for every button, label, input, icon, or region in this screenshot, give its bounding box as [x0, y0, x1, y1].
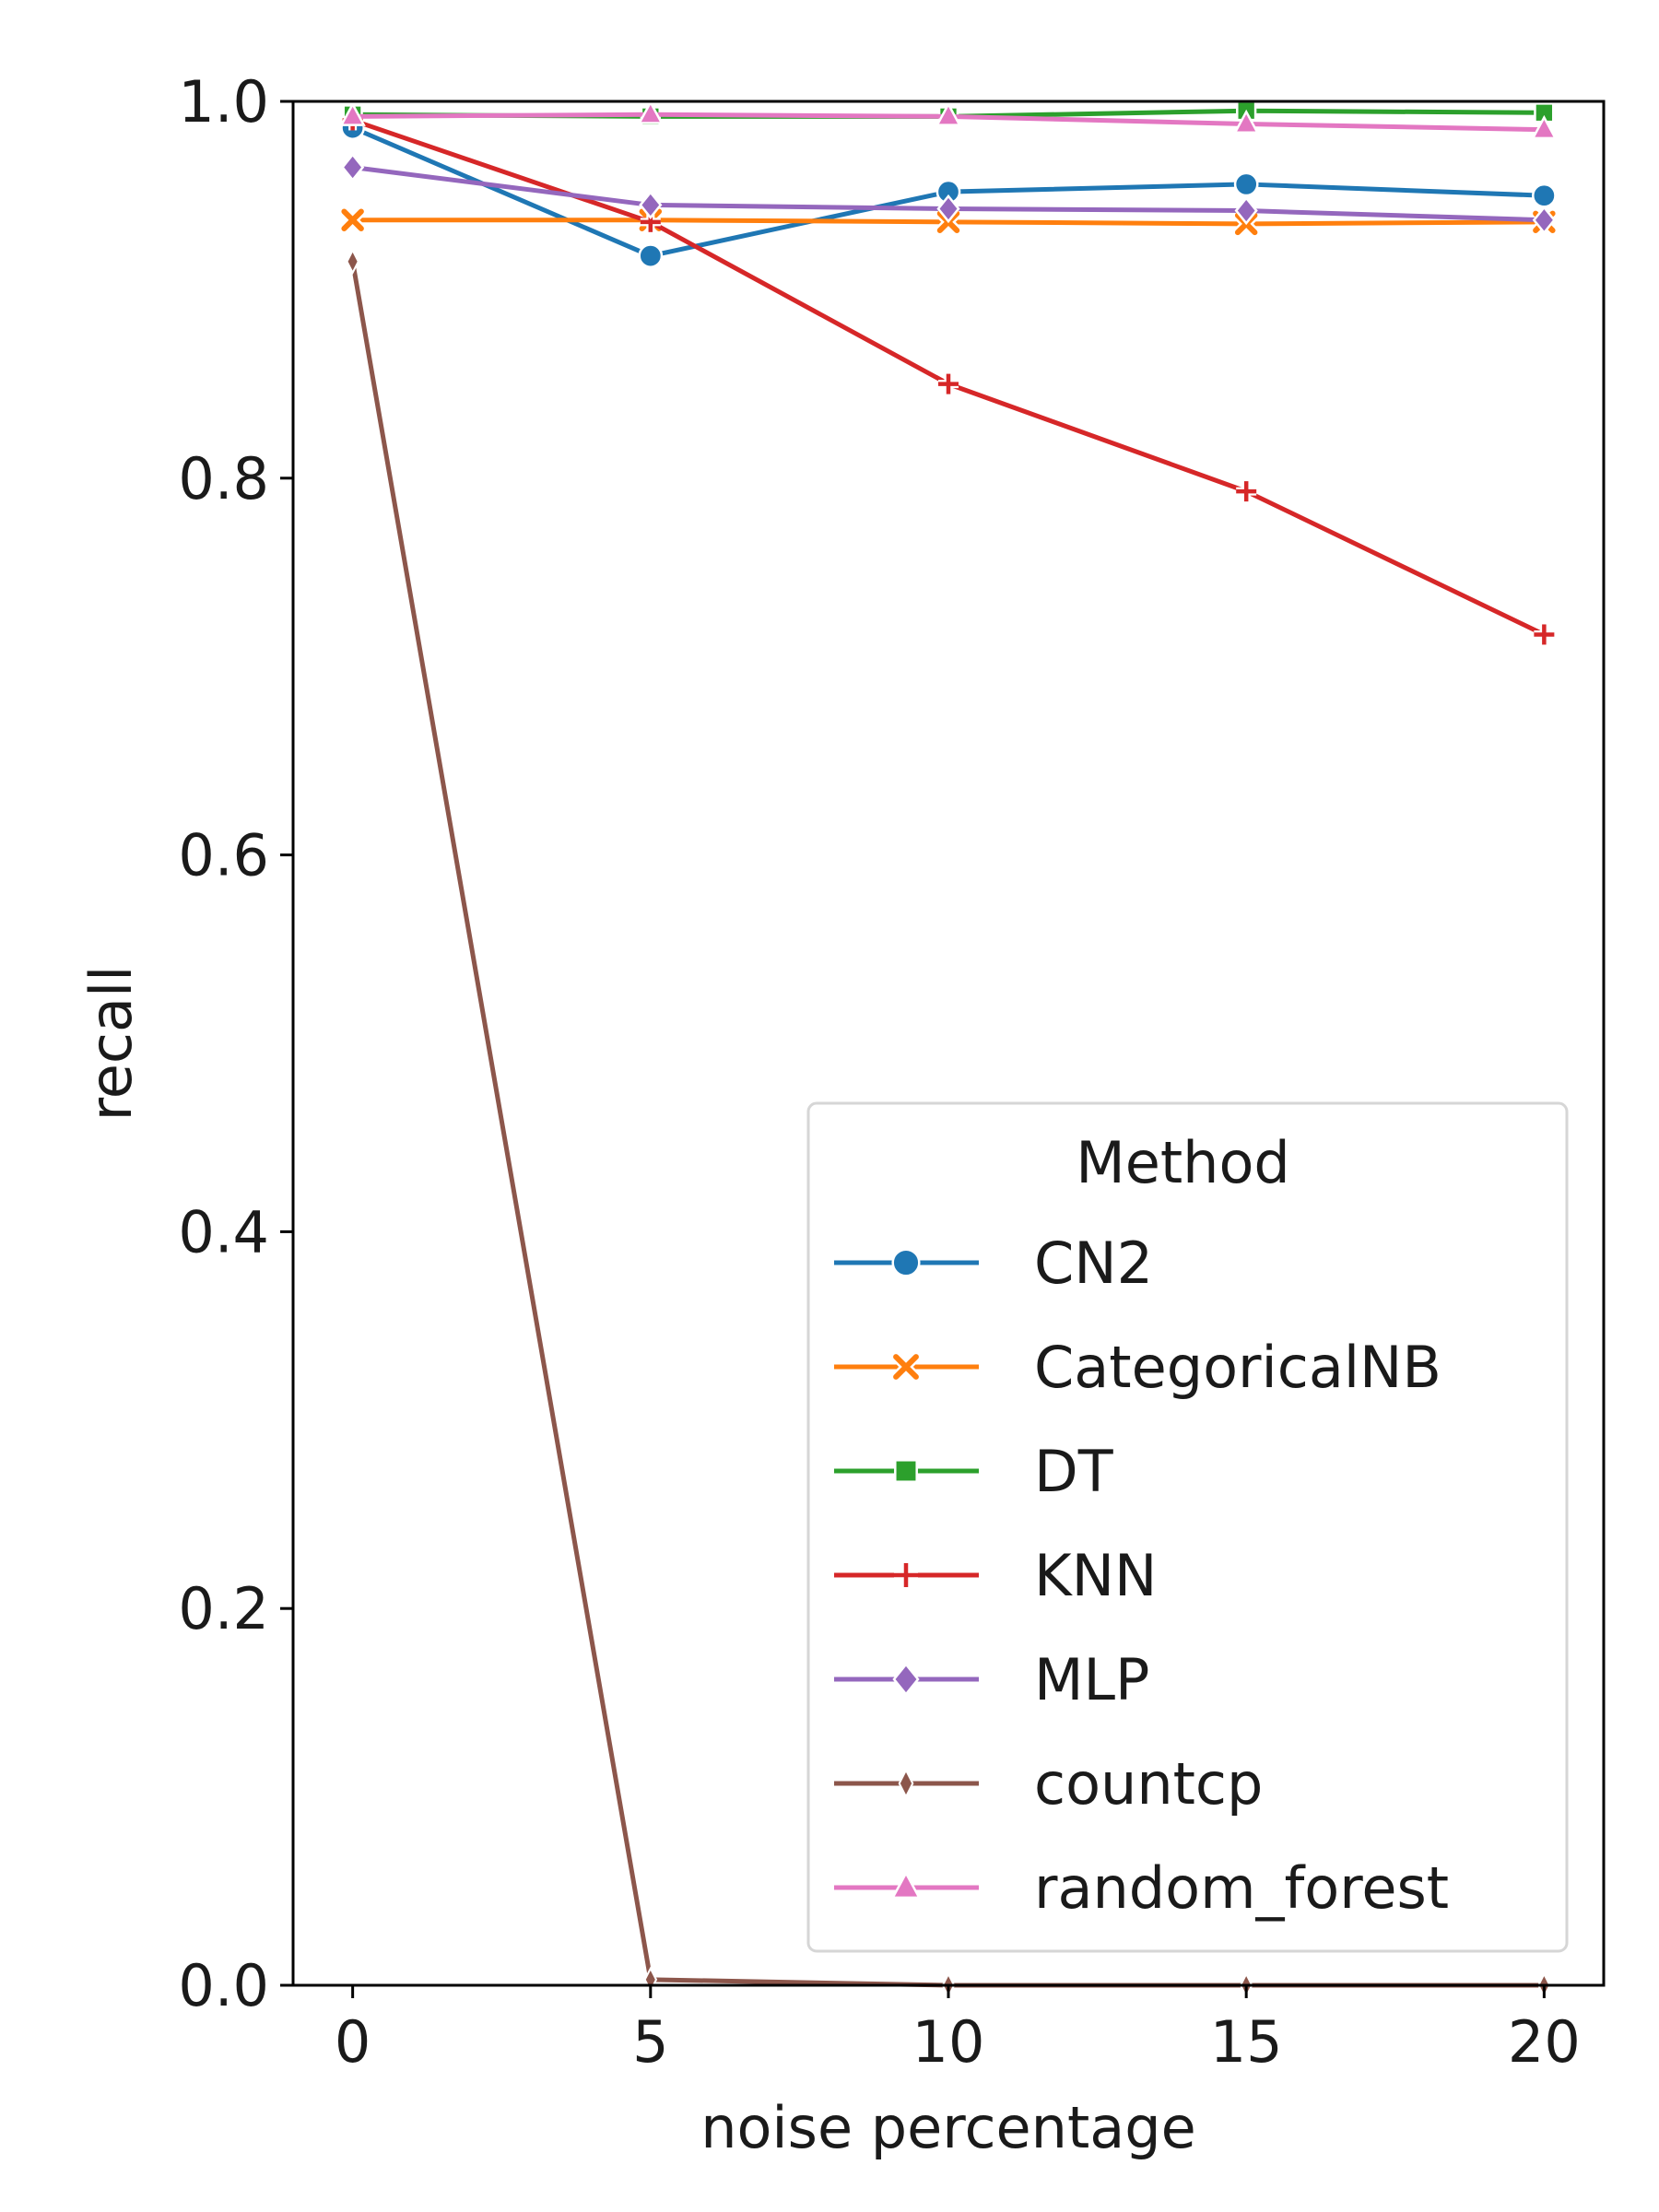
- y-tick-label: 0.4: [178, 1198, 269, 1265]
- legend-label-categoricalnb: CategoricalNB: [1034, 1334, 1441, 1401]
- data-point-knn: [1534, 624, 1555, 645]
- data-point-mlp: [639, 190, 663, 220]
- legend-label-mlp: MLP: [1034, 1646, 1149, 1713]
- x-axis-title: noise percentage: [700, 2094, 1196, 2161]
- data-point-cn2: [1233, 171, 1259, 197]
- legend-marker-dt: [894, 1459, 918, 1483]
- legend-label-knn: KNN: [1034, 1542, 1157, 1609]
- legend-marker-categoricalnb: [890, 1351, 922, 1382]
- legend-title: Method: [1076, 1129, 1290, 1196]
- y-tick-label: 0.2: [178, 1575, 269, 1642]
- data-point-random-forest: [1232, 109, 1260, 135]
- data-point-mlp: [341, 152, 365, 182]
- legend-item-countcp: countcp: [834, 1750, 1263, 1818]
- data-point-categoricalnb: [338, 206, 367, 234]
- legend-label-cn2: CN2: [1034, 1230, 1153, 1297]
- legend-marker-mlp: [892, 1662, 920, 1697]
- data-point-random-forest: [1531, 114, 1558, 140]
- x-tick-label: 20: [1508, 2008, 1581, 2076]
- legend-item-random-forest: random_forest: [834, 1854, 1449, 1922]
- legend-box: [806, 1101, 1569, 1953]
- legend-item-cn2: CN2: [834, 1230, 1153, 1297]
- y-tick-label: 0.8: [178, 445, 269, 512]
- x-tick-label: 15: [1210, 2008, 1283, 2076]
- x-tick-label: 0: [335, 2008, 371, 2076]
- legend-marker-countcp: [898, 1768, 914, 1799]
- data-point-mlp: [1234, 195, 1258, 226]
- data-point-random-forest: [637, 100, 665, 124]
- data-point-random-forest: [935, 101, 962, 126]
- data-point-mlp: [1532, 206, 1556, 235]
- y-tick-label: 0.0: [178, 1952, 269, 2019]
- y-axis-title: recall: [77, 966, 145, 1122]
- legend-item-knn: KNN: [834, 1542, 1157, 1609]
- legend-label-dt: DT: [1034, 1438, 1114, 1505]
- legend-label-countcp: countcp: [1034, 1750, 1263, 1818]
- data-point-mlp: [936, 194, 960, 224]
- legend: Method CN2 CategoricalNB DT KNN MLP countcp ra…: [806, 1101, 1569, 1953]
- series-mlp: [341, 152, 1556, 235]
- data-point-cn2: [638, 243, 664, 268]
- legend-item-dt: DT: [834, 1438, 1114, 1505]
- legend-item-categoricalnb: CategoricalNB: [834, 1334, 1441, 1401]
- y-tick-label: 0.6: [178, 822, 269, 889]
- legend-marker-knn: [894, 1563, 918, 1587]
- legend-marker-random-forest: [890, 1870, 922, 1900]
- data-point-random-forest: [339, 101, 366, 126]
- series-cn2: [340, 115, 1557, 268]
- axes: 0 5 10 15 20 0.0 0.2 0.4 0.6 0.8 1.0: [178, 68, 1606, 2076]
- series-random-forest: [339, 100, 1558, 140]
- legend-label-random-forest: random_forest: [1034, 1854, 1449, 1922]
- data-point-knn: [1236, 481, 1257, 502]
- legend-marker-cn2: [891, 1248, 921, 1277]
- data-point-cn2: [1532, 182, 1557, 208]
- y-tick-label: 1.0: [178, 68, 269, 135]
- legend-item-mlp: MLP: [834, 1646, 1149, 1713]
- data-point-knn: [938, 373, 959, 394]
- data-point-countcp: [346, 248, 359, 276]
- x-tick-label: 5: [632, 2008, 668, 2076]
- x-tick-label: 10: [912, 2008, 985, 2076]
